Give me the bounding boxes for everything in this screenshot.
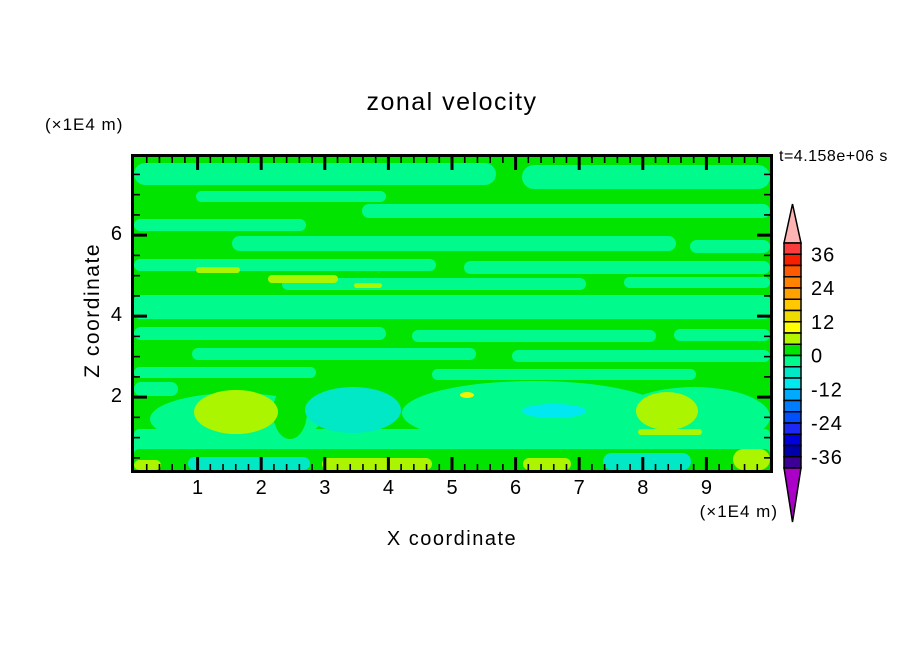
contour-region (134, 163, 496, 185)
x-tick-label: 4 (382, 477, 394, 499)
plot-area (131, 154, 773, 473)
contour-region (134, 382, 178, 396)
x-tick-label: 5 (446, 477, 458, 499)
x-tick-label: 9 (700, 477, 712, 499)
colorbar-tick-label: 0 (811, 346, 823, 368)
contour-region (638, 429, 702, 435)
chart-title: zonal velocity (366, 88, 538, 116)
contour-region (523, 458, 571, 470)
colorbar-segment (783, 433, 802, 447)
contour-region (268, 275, 338, 283)
colorbar-segment (783, 321, 802, 334)
colorbar-segment (783, 309, 802, 323)
x-tick-label: 2 (255, 477, 267, 499)
contour-region (674, 329, 770, 341)
contour-region (603, 453, 691, 470)
x-tick-labels: 1 2 3 4 5 6 7 8 9 (134, 477, 770, 501)
colorbar-segment (783, 276, 802, 289)
contour-region (192, 348, 476, 360)
contour-region (432, 369, 696, 380)
contour-region (134, 367, 316, 378)
colorbar-segment (783, 287, 802, 300)
contour-region (412, 330, 656, 342)
contour-region (460, 392, 474, 398)
contour-region (322, 458, 432, 470)
y-axis-unit-label: (×1E4 m) (45, 115, 124, 134)
contour-region (362, 204, 770, 218)
colorbar-tick-label: 24 (811, 278, 835, 300)
colorbar-segment (783, 399, 802, 413)
y-tick-label: 6 (110, 223, 122, 246)
colorbar-segment (783, 388, 802, 402)
contour-region (733, 449, 770, 470)
x-tick-label: 3 (319, 477, 331, 499)
colorbar: 36 24 12 0 -12 -24 -36 (783, 203, 843, 523)
contour-region (232, 236, 676, 251)
contour-region (196, 191, 386, 202)
x-axis-title: X coordinate (386, 528, 518, 550)
contour-region (636, 392, 698, 430)
axis-ticks (134, 157, 770, 470)
colorbar-segment (783, 366, 802, 379)
contour-region (194, 390, 278, 434)
colorbar-segment (783, 456, 802, 469)
contour-region (305, 387, 401, 433)
contour-region (522, 404, 586, 418)
colorbar-segment (783, 377, 802, 390)
colorbar-segment (783, 242, 802, 255)
contour-region (188, 457, 310, 470)
x-tick-label: 1 (192, 477, 204, 499)
contour-field (134, 157, 770, 470)
contour-region (690, 240, 770, 253)
colorbar-segment (783, 343, 802, 357)
x-tick-label: 8 (637, 477, 649, 499)
colorbar-segment (783, 332, 802, 345)
y-tick-labels: 2 4 6 (96, 157, 122, 470)
colorbar-tick-label: 36 (811, 244, 835, 266)
x-tick-label: 6 (510, 477, 522, 499)
colorbar-segment (783, 444, 802, 458)
y-axis-title: Z coordinate (81, 243, 104, 378)
time-annotation: t=4.158e+06 s (779, 148, 888, 165)
colorbar-segment (783, 298, 802, 312)
colorbar-segment (783, 264, 802, 278)
contour-region (273, 385, 307, 439)
colorbar-segment (783, 411, 802, 424)
contour-region (512, 350, 770, 362)
contour-region (522, 165, 770, 189)
colorbar-tick-label: -36 (811, 447, 843, 469)
colorbar-over-arrow (783, 203, 802, 244)
colorbar-tick-label: -24 (811, 413, 843, 435)
colorbar-segment (783, 354, 802, 368)
contour-region (134, 327, 386, 340)
contour-region (624, 277, 770, 288)
colorbar-tick-label: 12 (811, 312, 835, 334)
y-tick-label: 4 (110, 304, 122, 327)
colorbar-under-arrow (783, 467, 802, 523)
contour-region (354, 283, 382, 288)
contour-region (134, 295, 770, 319)
contour-region (134, 219, 306, 231)
contour-region (134, 259, 436, 271)
colorbar-segment (783, 253, 802, 267)
colorbar-segment (783, 422, 802, 435)
contour-region (464, 261, 770, 274)
contour-region (196, 267, 240, 273)
x-axis-unit-label: (×1E4 m) (699, 502, 778, 521)
colorbar-tick-label: -12 (811, 379, 843, 401)
y-tick-label: 2 (110, 385, 122, 408)
x-tick-label: 7 (573, 477, 585, 499)
